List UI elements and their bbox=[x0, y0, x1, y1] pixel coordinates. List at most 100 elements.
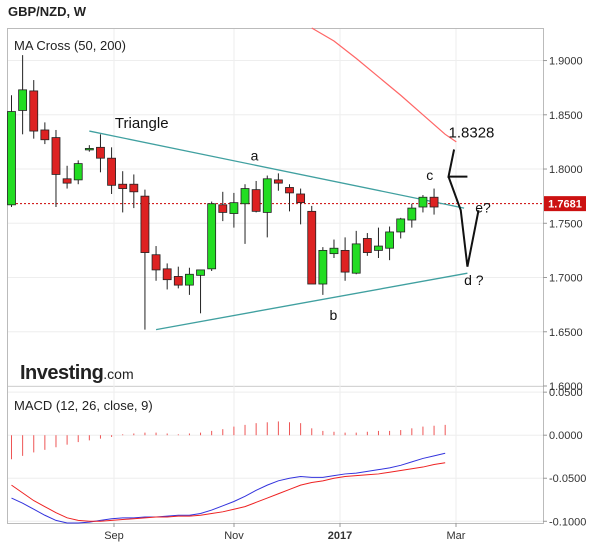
price-tick-label: 1.6500 bbox=[549, 327, 583, 339]
candle bbox=[118, 171, 128, 213]
candle-body bbox=[229, 202, 239, 214]
candle bbox=[7, 95, 16, 207]
candle-body bbox=[40, 129, 50, 141]
projection-path bbox=[447, 149, 480, 267]
candle bbox=[196, 269, 205, 314]
triangle-upper-line bbox=[89, 130, 465, 209]
candle bbox=[251, 180, 261, 213]
signal-line bbox=[11, 462, 446, 522]
annotation-label: c bbox=[426, 167, 433, 183]
current-price-tag: 1.7681 bbox=[544, 196, 586, 212]
candle-body bbox=[218, 204, 228, 213]
candle-body bbox=[7, 111, 16, 206]
candle bbox=[307, 205, 317, 285]
candle bbox=[96, 134, 105, 173]
candle bbox=[18, 55, 28, 135]
candle bbox=[207, 201, 217, 272]
macd-layer bbox=[11, 421, 446, 524]
candle bbox=[229, 192, 239, 228]
candle-body bbox=[385, 231, 394, 249]
candle bbox=[262, 175, 272, 238]
ma200-line bbox=[311, 27, 457, 143]
price-tick-label: 1.7000 bbox=[549, 273, 583, 285]
candle bbox=[240, 184, 250, 244]
candle bbox=[429, 188, 439, 215]
candle-body bbox=[285, 187, 294, 194]
candle-body bbox=[351, 243, 361, 274]
candles-layer bbox=[7, 55, 439, 330]
candle bbox=[296, 188, 306, 225]
projection-layer bbox=[447, 149, 480, 267]
candle bbox=[351, 230, 361, 275]
time-tick-label: Nov bbox=[224, 530, 244, 542]
candle-body bbox=[296, 193, 306, 204]
candle bbox=[185, 267, 194, 295]
candle-body bbox=[118, 183, 128, 189]
macd-tick-label: -0.0500 bbox=[549, 473, 586, 485]
candle-body bbox=[107, 157, 116, 186]
time-tick-label: 2017 bbox=[328, 530, 352, 542]
candle-body bbox=[173, 276, 183, 286]
candle bbox=[218, 191, 228, 222]
annotation-label: e? bbox=[475, 199, 491, 215]
triangle-layer bbox=[89, 130, 468, 331]
ma200-layer bbox=[311, 27, 457, 143]
annotation-label: a bbox=[251, 147, 259, 163]
candle-body bbox=[307, 210, 317, 285]
brand-suffix: .com bbox=[103, 366, 134, 382]
candle-body bbox=[140, 195, 150, 253]
candle-body bbox=[162, 268, 172, 281]
price-tick-label: 1.6000 bbox=[549, 381, 583, 393]
candle bbox=[84, 145, 94, 152]
candle bbox=[151, 246, 161, 281]
price-tick-label: 1.9000 bbox=[549, 56, 583, 68]
price-axis: 1.9000 1.8500 1.8000 1.7500 1.7000 1.6500 1.60… bbox=[543, 56, 583, 393]
annotation-label: Triangle bbox=[115, 115, 169, 132]
current-price-label: 1.7681 bbox=[548, 199, 582, 211]
annotation-label: 1.8328 bbox=[449, 125, 495, 142]
annotation-label: d ? bbox=[464, 272, 484, 288]
candle bbox=[73, 160, 83, 185]
candle-body bbox=[196, 269, 205, 276]
candle-body bbox=[262, 178, 272, 213]
candle-body bbox=[407, 207, 417, 221]
macd-tick-label: -0.1000 bbox=[549, 516, 586, 528]
candle-body bbox=[329, 247, 339, 255]
candle bbox=[285, 184, 294, 212]
candle-body bbox=[96, 146, 105, 159]
time-axis: Sep Nov 2017 Mar bbox=[104, 523, 466, 542]
candle-body bbox=[84, 148, 94, 151]
candle bbox=[107, 147, 116, 194]
price-panel-title: MA Cross (50, 200) bbox=[14, 38, 126, 53]
candle bbox=[51, 129, 61, 207]
candle-body bbox=[207, 203, 217, 270]
macd-tick-label: 0.0500 bbox=[549, 387, 583, 399]
candle-body bbox=[73, 163, 83, 181]
candle-body bbox=[273, 179, 283, 184]
price-tick-label: 1.8500 bbox=[549, 110, 583, 122]
candle-body bbox=[51, 137, 61, 175]
candle-body bbox=[396, 218, 406, 233]
candle bbox=[340, 237, 350, 281]
candle bbox=[29, 80, 39, 139]
brand-name: Investing bbox=[20, 362, 104, 384]
candle-body bbox=[129, 183, 139, 193]
grid-lines bbox=[8, 29, 543, 523]
candle-body bbox=[18, 89, 28, 111]
price-tick-label: 1.8000 bbox=[549, 164, 583, 176]
candle bbox=[129, 174, 139, 209]
candle-body bbox=[429, 196, 439, 208]
price-tick-label: 1.7500 bbox=[549, 218, 583, 230]
candle bbox=[385, 226, 394, 261]
time-tick-label: Sep bbox=[104, 530, 124, 542]
candle bbox=[418, 195, 428, 213]
annotation-label: b bbox=[330, 307, 338, 323]
candle-body bbox=[418, 196, 428, 208]
macd-tick-label: 0.0000 bbox=[549, 430, 583, 442]
macd-axis: 0.0500 0.0000 -0.0500 -0.1000 bbox=[543, 387, 586, 528]
candle bbox=[407, 203, 417, 228]
candle-body bbox=[340, 249, 350, 273]
chart-title: GBP/NZD, W bbox=[8, 4, 86, 19]
candle-body bbox=[251, 189, 261, 212]
